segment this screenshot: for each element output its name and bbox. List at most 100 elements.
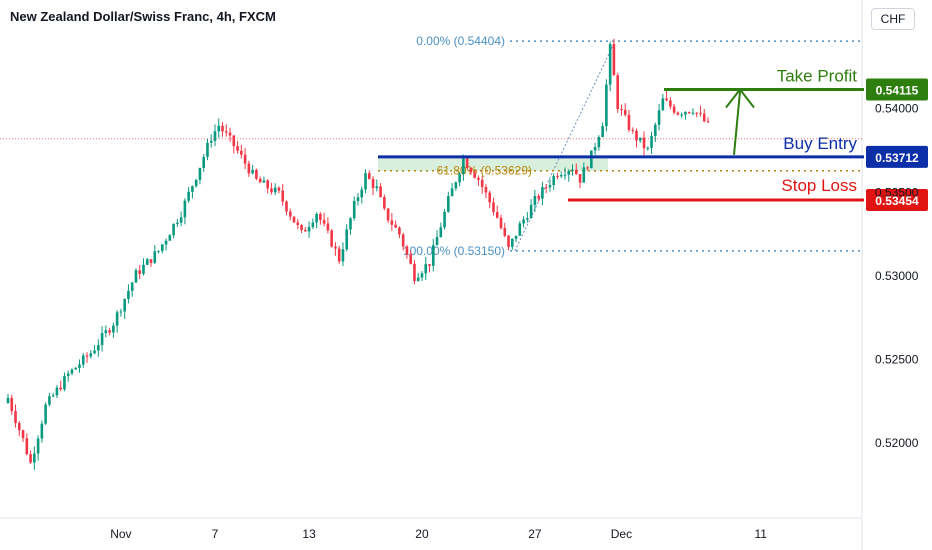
candle-body [345,229,349,250]
candle-body [541,187,544,199]
candle-body [153,251,157,263]
candle-body [183,200,187,218]
candle-body [258,178,262,183]
candle-body [548,185,552,188]
candle-body [157,250,160,252]
candle-body [243,154,247,164]
candle-body [484,187,488,193]
candle-body [454,182,458,189]
candle-body [89,353,93,357]
time-axis[interactable]: Nov 7 13 20 27 Dec 11 [110,527,767,541]
candle-body [590,150,593,169]
currency-button[interactable]: CHF [871,8,915,30]
candle-body [349,218,352,230]
candle-body [40,423,44,439]
candle-body [386,208,390,221]
candle-body [390,220,394,225]
candle-body [623,109,627,115]
time-tick-label: Dec [611,527,632,541]
stop-loss-price-tag [866,188,928,211]
candle-body [620,109,623,111]
candle-body [206,142,209,157]
candle-body [337,248,341,262]
candle-body [194,179,198,187]
candle-body [635,130,638,141]
candle-body [285,201,288,212]
candle-body [341,249,345,262]
candle-body [552,176,555,186]
candle-body [198,167,202,180]
time-tick-label: 7 [212,527,219,541]
candle-body [161,244,164,251]
candle-body [680,114,683,116]
candle-body [142,264,145,274]
chart-title: New Zealand Dollar/Swiss Franc, 4h, FXCM [10,9,276,24]
candle-body [447,196,450,212]
candle-body [695,112,699,114]
candle-body [93,350,96,354]
time-tick-label: 11 [754,527,767,541]
candle-body [176,222,179,224]
candle-body [401,234,405,247]
candle-body [191,186,194,192]
candle-body [420,273,424,278]
candle-body [334,246,337,249]
candle-body [164,240,168,245]
price-axis[interactable]: 0.54000 0.53500 0.53000 0.52500 0.52000 [875,102,919,450]
candle-body [608,43,612,85]
candle-body [202,156,205,168]
candle-body [304,230,307,232]
candle-body [217,125,221,132]
candle-body [352,201,356,219]
candle-body [665,98,668,101]
candle-body [563,174,567,176]
candle-body [115,312,119,326]
candle-body [612,43,616,76]
candle-body [571,169,574,172]
candle-body [273,187,277,193]
candle-body [654,124,657,136]
candle-body [574,169,578,175]
candle-body [48,396,51,405]
candle-body [70,369,74,374]
candle-body [495,212,499,218]
candle-body [578,174,582,183]
candle-body [112,325,115,333]
candle-body [559,175,563,177]
candlestick-series [6,38,710,470]
candle-body [330,230,333,247]
candle-body [247,163,251,174]
candle-body [443,211,446,228]
candle-body [424,264,428,274]
candle-body [646,147,650,149]
projection-arrow-head [725,87,755,109]
buy-entry-price-tag [866,145,928,168]
candle-body [149,259,153,263]
candle-body [127,290,130,300]
candle-body [469,167,473,173]
candle-body [428,264,431,266]
candle-body [292,216,296,223]
candle-body [100,333,104,346]
candle-body [33,453,36,463]
trade-levels[interactable]: Take Profit 0.54115 Buy Entry 0.53712 Stop L… [378,66,928,211]
candle-body [394,224,397,228]
candle-body [465,158,469,168]
candle-body [439,227,443,238]
candle-body [375,186,379,189]
candle-body [631,129,635,131]
candle-body [499,217,503,229]
candle-body [281,190,285,202]
candle-body [51,395,55,397]
candle-body [458,173,461,183]
candle-body [416,277,420,281]
candle-body [266,180,269,189]
candle-body [687,111,691,113]
time-tick-label: 27 [528,527,542,541]
candle-body [650,135,653,148]
time-tick-label: 13 [302,527,316,541]
candle-body [699,112,702,114]
candle-body [213,131,217,141]
candle-body [224,131,228,133]
